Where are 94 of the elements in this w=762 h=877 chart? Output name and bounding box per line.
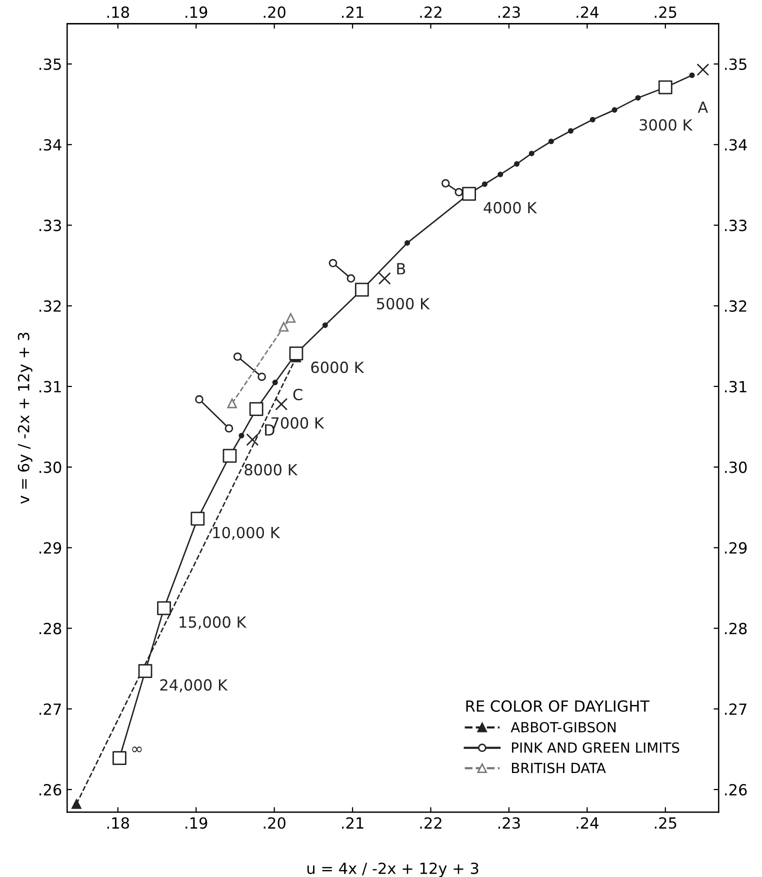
point — [112, 751, 126, 766]
x-tick-label: .18 — [107, 817, 129, 829]
point — [696, 63, 710, 76]
point — [190, 512, 205, 526]
x-axis-title: u = 4x / -2x + 12y + 3 — [307, 862, 478, 877]
annotation: 24,000 K — [160, 679, 228, 692]
point — [249, 402, 264, 416]
y-tick-label: .29 — [40, 542, 62, 554]
point — [548, 138, 554, 144]
point — [462, 186, 476, 201]
x2-tick-label: .24 — [576, 6, 598, 18]
point — [289, 346, 304, 360]
point — [378, 272, 391, 285]
x2-tick-label: .18 — [107, 6, 129, 18]
point — [275, 398, 288, 410]
legend-label: ABBOT-GIBSON — [510, 722, 616, 732]
y2-tick-label: .27 — [725, 703, 746, 715]
point — [590, 116, 596, 122]
y-tick-label: .35 — [40, 58, 61, 70]
annotation: 8000 K — [244, 464, 298, 476]
x-tick-label: .23 — [498, 817, 520, 829]
x-tick-label: .24 — [576, 817, 598, 829]
point — [658, 80, 672, 94]
point — [354, 282, 369, 297]
point — [482, 181, 488, 187]
point — [514, 161, 520, 167]
x2-tick-label: .20 — [264, 6, 286, 18]
x2-tick-label: .23 — [498, 6, 520, 18]
point — [258, 372, 266, 381]
point — [498, 172, 504, 178]
annotation: 5000 K — [376, 298, 430, 310]
point — [272, 380, 278, 386]
legend-title: RE COLOR OF DAYLIGHT — [466, 700, 650, 712]
point — [322, 322, 328, 328]
annotation: 3000 K — [640, 119, 693, 131]
y2-tick-label: .29 — [725, 542, 747, 554]
x-tick-label: .21 — [342, 817, 364, 829]
x-tick-label: .25 — [654, 817, 676, 829]
point — [72, 799, 82, 809]
annotation: 4000 K — [484, 202, 538, 214]
y-tick-label: .32 — [40, 300, 61, 312]
x2-tick-label: .21 — [342, 6, 364, 18]
y2-tick-label: .31 — [725, 380, 746, 392]
point — [227, 398, 237, 408]
point — [157, 601, 171, 616]
point — [568, 128, 574, 134]
point — [238, 432, 244, 438]
y-tick-label: .26 — [40, 784, 62, 796]
x2-tick-label: .25 — [654, 6, 676, 18]
point — [138, 664, 152, 678]
point — [328, 258, 338, 268]
legend-label: BRITISH DATA — [512, 762, 606, 774]
y2-tick-label: .32 — [725, 300, 746, 312]
point — [224, 424, 234, 433]
point — [689, 72, 695, 78]
y2-tick-label: .34 — [725, 139, 747, 151]
y-tick-label: .34 — [40, 139, 62, 151]
point — [346, 274, 356, 283]
y-tick-label: .33 — [40, 220, 61, 232]
annotation: ∞ — [132, 746, 142, 752]
y2-tick-label: .28 — [725, 622, 747, 634]
y-axis-title: v = 6y / -2x + 12y + 3 — [18, 332, 32, 504]
point — [441, 179, 450, 188]
y2-tick-label: .35 — [725, 58, 746, 70]
y2-tick-label: .26 — [725, 784, 747, 796]
y2-tick-label: .33 — [725, 220, 746, 232]
annotation: 10,000 K — [213, 526, 280, 540]
point — [233, 352, 242, 361]
point — [195, 395, 204, 404]
annotation: B — [397, 263, 406, 274]
annotation: 15,000 K — [180, 616, 247, 630]
x-tick-label: .20 — [264, 817, 286, 829]
x-tick-label: .22 — [420, 817, 442, 829]
y-tick-label: .28 — [40, 622, 62, 634]
y2-tick-label: .30 — [725, 462, 747, 474]
y-tick-label: .27 — [40, 703, 61, 715]
point — [612, 107, 618, 113]
point — [286, 313, 296, 323]
annotation: A — [698, 102, 708, 113]
y-tick-label: .30 — [40, 462, 62, 474]
x-tick-label: .19 — [186, 817, 208, 829]
point — [635, 95, 641, 101]
x2-tick-label: .22 — [420, 6, 442, 18]
point — [246, 433, 259, 446]
legend-label: PINK AND GREEN LIMITS — [512, 742, 680, 753]
annotation: 6000 K — [311, 362, 364, 374]
x2-tick-label: .19 — [186, 6, 208, 18]
y-tick-label: .31 — [40, 380, 61, 392]
point — [278, 322, 289, 332]
point — [404, 240, 410, 246]
annotation: C — [293, 388, 302, 400]
point — [222, 448, 237, 463]
point — [454, 188, 464, 196]
point — [528, 150, 534, 156]
